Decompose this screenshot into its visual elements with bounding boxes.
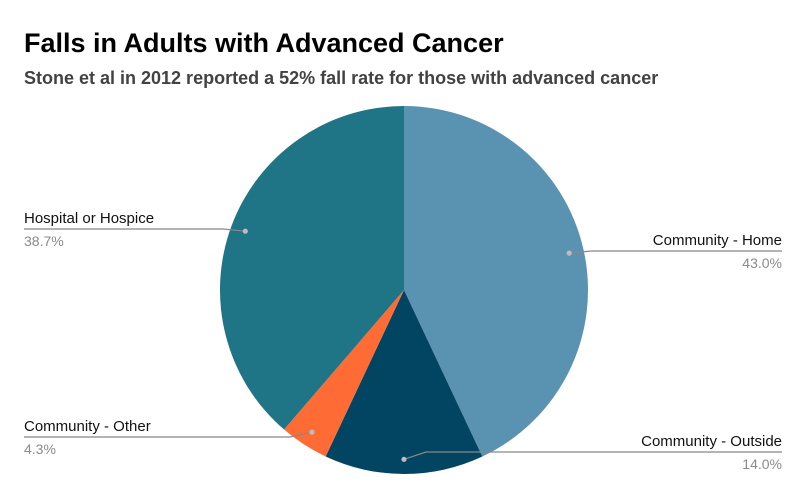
slice-label-community-other: Community - Other — [24, 418, 151, 435]
callout-line-hospital-or-hospice — [24, 228, 246, 232]
chart-title: Falls in Adults with Advanced Cancer — [24, 28, 504, 58]
pie-slice-community-other — [284, 290, 404, 457]
slice-percent-community-other: 4.3% — [24, 441, 56, 457]
slice-label-hospital-or-hospice: Hospital or Hospice — [24, 210, 154, 227]
slice-label-community-home: Community - Home — [653, 232, 782, 249]
pie-slice-community-home — [404, 106, 589, 457]
callout-dot-community-outside — [401, 456, 407, 462]
slice-label-community-outside: Community - Outside — [641, 433, 782, 450]
slice-percent-community-outside: 14.0% — [742, 456, 782, 472]
callout-dot-community-other — [309, 429, 315, 435]
slice-callouts: Community - Home 43.0% Community - Outside… — [24, 210, 782, 472]
callout-dot-hospital-or-hospice — [242, 228, 248, 234]
callout-line-community-home — [569, 250, 782, 254]
pie-slice-hospital-or-hospice — [219, 106, 404, 430]
callout-line-community-outside — [403, 451, 782, 460]
callout-dot-community-home — [566, 250, 572, 256]
pie-slice-community-outside — [325, 290, 483, 475]
slice-percent-hospital-or-hospice: 38.7% — [24, 233, 64, 249]
chart-subtitle: Stone et al in 2012 reported a 52% fall … — [24, 68, 658, 88]
slice-percent-community-home: 43.0% — [742, 255, 782, 271]
callout-line-community-other — [24, 431, 313, 438]
pie-slices — [219, 106, 589, 475]
